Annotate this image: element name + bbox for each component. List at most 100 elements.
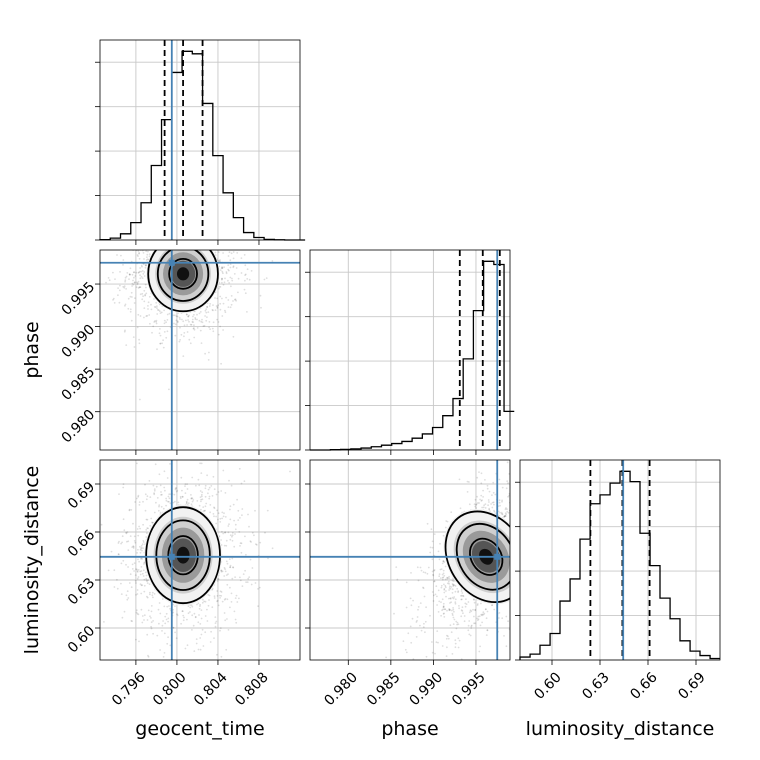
panel-0-2-sample-point [146,527,149,529]
panel-0-1-sample-point [232,265,235,268]
panel-0-1-sample-point [205,311,208,314]
panel-0-1-sample-point [196,318,198,321]
panel-0-2-sample-point [155,501,157,504]
panel-0-2-sample-point [197,602,200,605]
panel-0-2-sample-point [137,494,140,497]
panel-1-2-sample-point [498,612,501,614]
panel-1-2-sample-point [470,627,473,629]
panel-0-1-sample-point [129,267,132,270]
panel-0-2-sample-point [163,470,166,473]
panel-1-2-sample-point [491,494,493,496]
panel-0-2-sample-point [231,539,234,542]
panel-1-2-sample-point [481,613,484,616]
panel-0-2-sample-point [138,640,140,643]
hist-2-step [519,470,720,660]
panel-1-2-sample-point [441,562,444,565]
panel-1-2-sample-point [442,606,445,608]
panel-0-2-sample-point [193,612,196,615]
panel-1-2-sample-point [467,601,470,603]
panel-0-2-sample-point [210,630,213,633]
panel-0-2-sample-point [151,521,153,524]
panel-0-2-sample-point [224,570,227,573]
panel-0-2-sample-point [210,485,213,487]
panel-1-2-sample-point [479,645,481,648]
panel-1-2-contour-1 [455,523,510,591]
panel-0-2-sample-point [194,616,197,619]
panel-0-2-sample-point [220,539,223,541]
panel-1-2-sample-point [503,635,505,637]
panel-0-1-sample-point [224,277,226,280]
panel-0-2-sample-point [197,478,200,481]
panel-0-1-sample-point [107,277,110,279]
panel-0-2-sample-point [150,627,153,630]
panel-1-2-sample-point [453,610,455,613]
panel-0-1-sample-point [187,315,190,318]
panel-1-2-sample-point [470,610,473,613]
hist-0-bar-5 [151,166,161,240]
panel-1-2-sample-point [410,572,412,574]
panel-1-2-sample-point [424,620,427,623]
panel-0-2-sample-point [217,578,220,580]
panel-1-2-sample-point [507,482,509,484]
panel-0-2-sample-point [201,498,204,501]
panel-0-1-sample-point [156,313,159,315]
panel-0-1-sample-point [221,267,224,270]
panel-0-1-sample-point [108,279,111,282]
panel-0-1-sample-point [232,257,235,260]
panel-0-2-sample-point [184,492,187,494]
panel-0-2-sample-point [142,547,144,550]
panel-1-2-sample-point [445,637,448,640]
hist-0-bar-14 [244,233,254,240]
panel-0-2-sample-point [249,558,252,561]
panel-1-2-sample-point [434,652,436,655]
panel-0-2-sample-point [140,558,142,560]
panel-0-1-sample-point [144,266,147,269]
panel-0-2-sample-point [172,603,175,606]
panel-1-2-sample-point [405,651,408,654]
panel-0-2-sample-point [149,591,151,594]
panel-0-1-sample-point [166,330,169,333]
panel-1-2-sample-point [503,516,506,518]
panel-0-2-sample-point [138,501,141,503]
panel-0-1-sample-point [221,277,224,280]
panel-0-2-sample-point [117,553,120,556]
panel-0-2-sample-point [131,563,134,566]
panel-1-2-sample-point [451,612,454,615]
panel-0-2-sample-point [100,523,103,526]
panel-0-2-sample-point [120,562,123,565]
panel-0-2-sample-point [129,535,132,537]
panel-1-2-sample-point [480,494,483,497]
panel-1-2-sample-point [464,602,467,605]
panel-0-2-sample-point [191,614,194,617]
panel-0-1-sample-point [133,281,136,284]
panel-1-2-sample-point [440,568,443,570]
panel-0-2-sample-point [214,625,217,628]
panel-1-2-sample-point [446,609,448,612]
hist-2-frame [519,459,721,661]
panel-1-2-sample-point [439,577,442,579]
panel-0-1-sample-point [144,293,147,296]
panel-0-2-sample-point [135,497,138,500]
panel-1-2-sample-point [486,484,489,487]
panel-0-2-sample-point [139,570,142,573]
panel-0-2-sample-point [216,600,218,603]
panel-1-2-sample-point [447,637,450,640]
panel-0-2-sample-point [185,502,188,505]
panel-0-2-sample-point [187,605,190,607]
panel-1-2-sample-point [482,611,485,614]
panel-0-2-sample-point [254,582,257,584]
panel-1-2-sample-point [480,500,483,502]
panel-0-2-sample-point [125,563,127,566]
panel-0-2-sample-point [136,570,139,572]
panel-1-2-sample-point [442,569,445,572]
panel-0-1-sample-point [159,328,161,330]
panel-0-2-sample-point [184,483,187,486]
panel-1-2-sample-point [450,511,453,514]
panel-0-2-sample-point [160,505,163,508]
panel-0-1-sample-point [152,325,155,328]
panel-1-2-sample-point [422,626,425,628]
panel-0-1-sample-point [221,278,223,281]
panel-1-2-sample-point [464,605,467,608]
panel-0-1-sample-point [150,303,152,306]
panel-0-2-sample-point [174,631,177,634]
